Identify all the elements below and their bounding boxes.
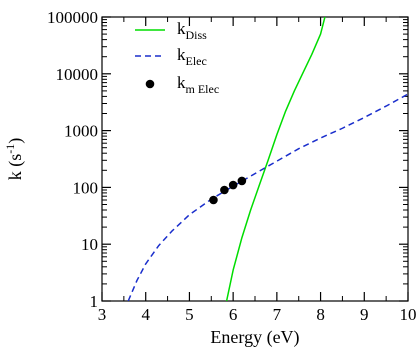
data-point-m-elec (209, 195, 218, 205)
y-tick-label: 1000 (64, 122, 98, 141)
x-tick-label: 3 (98, 305, 107, 324)
x-tick-label: 4 (141, 305, 150, 324)
y-axis-label: k (s-1) (3, 138, 26, 181)
data-point-m-elec (228, 180, 238, 190)
plot-frame (101, 16, 409, 302)
y-tick-label: 10000 (56, 65, 99, 84)
x-tick-label: 10 (400, 305, 417, 324)
x-tick-label: 8 (316, 305, 325, 324)
x-tick-label: 5 (185, 305, 194, 324)
legend-entry: kDiss (177, 19, 207, 42)
x-tick-label: 7 (273, 305, 282, 324)
y-tick-label: 100 (73, 178, 99, 197)
plot-area (127, 17, 408, 301)
legend-entry: km Elec (177, 73, 219, 96)
legend-marker (145, 79, 155, 89)
series-line-elec (127, 93, 408, 301)
series-line-diss (225, 17, 326, 301)
data-point-m-elec (220, 185, 229, 195)
legend-entry: kElec (177, 45, 207, 68)
x-tick-label: 9 (360, 305, 369, 324)
y-tick-label: 100000 (47, 8, 98, 27)
x-axis-label: Energy (eV) (210, 327, 299, 348)
y-tick-label: 1 (90, 292, 99, 311)
data-point-m-elec (237, 176, 247, 186)
x-tick-label: 6 (229, 305, 238, 324)
y-tick-label: 10 (81, 235, 98, 254)
